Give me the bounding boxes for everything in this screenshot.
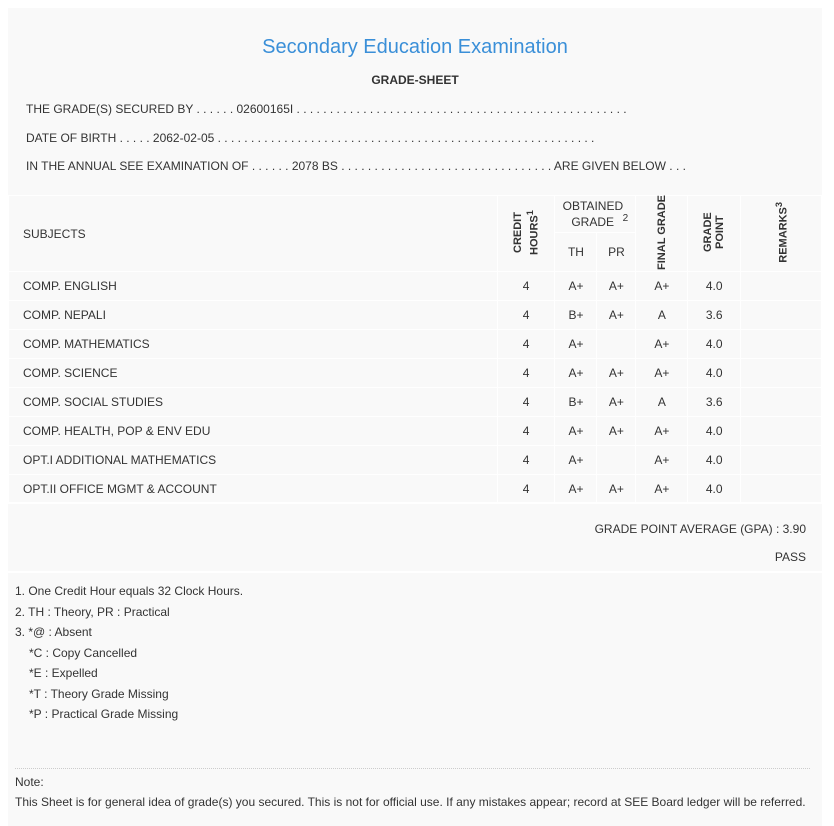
cell-th: A+ [554, 271, 598, 301]
table-row: COMP. HEALTH, POP & ENV EDU 4 A+ A+ A+ 4.0 [8, 416, 822, 446]
header-pr: PR [596, 232, 637, 272]
cell-credit: 4 [496, 358, 556, 388]
note: Note: This Sheet is for general idea of … [15, 772, 815, 812]
cell-pr: A+ [596, 416, 637, 446]
table-row: COMP. MATHEMATICS 4 A+ A+ 4.0 [8, 329, 822, 359]
cell-final: A+ [635, 358, 689, 388]
dotted-divider [15, 768, 810, 769]
header-credit-hours: CREDIT HOURS1 [496, 195, 556, 272]
cell-subject: OPT.II OFFICE MGMT & ACCOUNT [8, 474, 498, 504]
grades-table: SUBJECTS CREDIT HOURS1 OBTAINED GRADE 2 F… [8, 195, 822, 504]
exam-line: IN THE ANNUAL SEE EXAMINATION OF . . . .… [26, 159, 686, 173]
cell-th: B+ [554, 387, 598, 417]
cell-final: A+ [635, 445, 689, 475]
cell-credit: 4 [496, 271, 556, 301]
note-label: Note: [15, 775, 44, 789]
cell-th: B+ [554, 300, 598, 330]
cell-credit: 4 [496, 300, 556, 330]
cell-subject: COMP. SOCIAL STUDIES [8, 387, 498, 417]
cell-final: A+ [635, 271, 689, 301]
cell-point: 4.0 [687, 474, 742, 504]
cell-remarks [740, 474, 822, 504]
divider [8, 502, 822, 504]
cell-th: A+ [554, 474, 598, 504]
cell-subject: COMP. HEALTH, POP & ENV EDU [8, 416, 498, 446]
divider [8, 571, 822, 573]
cell-credit: 4 [496, 387, 556, 417]
table-row: OPT.II OFFICE MGMT & ACCOUNT 4 A+ A+ A+ 4.0 [8, 474, 822, 504]
header-subjects: SUBJECTS [8, 195, 498, 272]
cell-point: 4.0 [687, 329, 742, 359]
secured-by-line: THE GRADE(S) SECURED BY . . . . . . 0260… [26, 102, 627, 116]
cell-pr: A+ [596, 474, 637, 504]
table-row: COMP. ENGLISH 4 A+ A+ A+ 4.0 [8, 271, 822, 301]
cell-th: A+ [554, 445, 598, 475]
page-title: Secondary Education Examination [262, 36, 568, 58]
footnote-item: 3. *@ : Absent [15, 625, 92, 639]
gpa-text: GRADE POINT AVERAGE (GPA) : 3.90 [594, 522, 806, 536]
cell-final: A+ [635, 474, 689, 504]
cell-credit: 4 [496, 445, 556, 475]
cell-final: A+ [635, 329, 689, 359]
cell-remarks [740, 271, 822, 301]
cell-remarks [740, 445, 822, 475]
table-row: COMP. SCIENCE 4 A+ A+ A+ 4.0 [8, 358, 822, 388]
result-status: PASS [774, 550, 806, 564]
cell-point: 4.0 [687, 358, 742, 388]
footnote-item: *E : Expelled [29, 666, 98, 680]
table-row: OPT.I ADDITIONAL MATHEMATICS 4 A+ A+ 4.0 [8, 445, 822, 475]
cell-remarks [740, 358, 822, 388]
cell-remarks [740, 329, 822, 359]
cell-subject: COMP. ENGLISH [8, 271, 498, 301]
cell-subject: COMP. MATHEMATICS [8, 329, 498, 359]
cell-subject: OPT.I ADDITIONAL MATHEMATICS [8, 445, 498, 475]
cell-credit: 4 [496, 474, 556, 504]
cell-subject: COMP. NEPALI [8, 300, 498, 330]
footnote-item: *T : Theory Grade Missing [29, 686, 169, 701]
cell-pr [596, 445, 637, 475]
cell-remarks [740, 416, 822, 446]
cell-point: 3.6 [687, 387, 742, 417]
footnote-item: 2. TH : Theory, PR : Practical [15, 604, 170, 619]
cell-pr: A+ [596, 358, 637, 388]
cell-final: A [635, 387, 689, 417]
grade-sheet: Secondary Education Examination GRADE-SH… [8, 8, 822, 826]
cell-pr: A+ [596, 271, 637, 301]
footnote-item: *P : Practical Grade Missing [29, 707, 179, 721]
cell-point: 3.6 [687, 300, 742, 330]
cell-pr: A+ [596, 387, 637, 417]
footnotes: 1. One Credit Hour equals 32 Clock Hours… [15, 581, 243, 725]
cell-credit: 4 [496, 416, 556, 446]
note-text: This Sheet is for general idea of grade(… [15, 795, 806, 809]
table-row: COMP. SOCIAL STUDIES 4 B+ A+ A 3.6 [8, 387, 822, 417]
cell-remarks [740, 387, 822, 417]
cell-credit: 4 [496, 329, 556, 359]
header-th: TH [554, 232, 598, 272]
footnote-item: *C : Copy Cancelled [29, 645, 138, 660]
cell-th: A+ [554, 329, 598, 359]
cell-pr [596, 329, 637, 359]
cell-subject: COMP. SCIENCE [8, 358, 498, 388]
cell-pr: A+ [596, 300, 637, 330]
footnote-item: 1. One Credit Hour equals 32 Clock Hours… [15, 584, 244, 598]
cell-point: 4.0 [687, 416, 742, 446]
dob-line: DATE OF BIRTH . . . . . 2062-02-05 . . .… [26, 131, 595, 145]
cell-remarks [740, 300, 822, 330]
cell-th: A+ [554, 358, 598, 388]
header-final-grade: FINAL GRADE [635, 195, 689, 272]
cell-final: A+ [635, 416, 689, 446]
header-remarks: REMARKS3 [740, 195, 822, 272]
header-obtained-grade: OBTAINED GRADE 2 [554, 195, 637, 233]
cell-final: A [635, 300, 689, 330]
cell-point: 4.0 [687, 445, 742, 475]
cell-th: A+ [554, 416, 598, 446]
table-row: COMP. NEPALI 4 B+ A+ A 3.6 [8, 300, 822, 330]
header-grade-point: GRADE POINT [687, 195, 742, 272]
sheet-subtitle: GRADE-SHEET [371, 73, 459, 87]
cell-point: 4.0 [687, 271, 742, 301]
